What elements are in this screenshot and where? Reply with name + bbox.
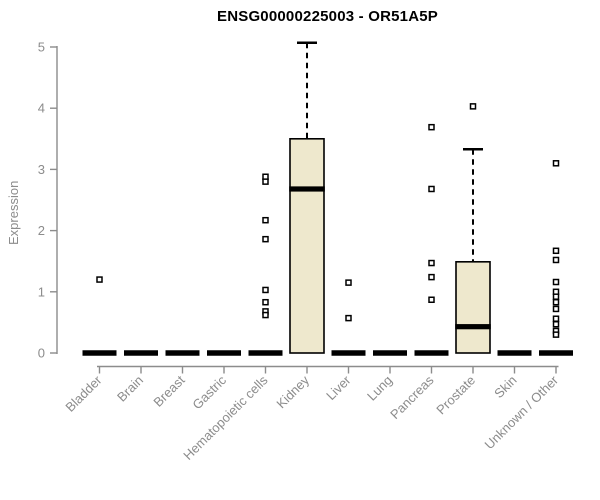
outlier-point [262, 311, 269, 319]
zero-bar [82, 350, 117, 356]
outlier-point [552, 293, 560, 300]
x-category-label: Bladder [62, 372, 105, 415]
x-category-label: Lung [364, 373, 395, 404]
x-category-label: Pancreas [387, 372, 437, 422]
outlier-point [262, 286, 269, 294]
outlier-point [552, 160, 560, 167]
x-category-label: Skin [491, 373, 519, 401]
box-prostate [455, 261, 491, 354]
y-tick-label: 2 [38, 223, 45, 238]
outlier-point [428, 273, 435, 281]
x-category-label: Brain [114, 373, 146, 405]
outlier-point [262, 298, 269, 306]
y-tick-label: 1 [38, 284, 45, 299]
zero-bar [414, 350, 449, 356]
zero-bar [539, 350, 573, 356]
x-category-label: Kidney [273, 372, 312, 411]
outlier-point [428, 185, 435, 193]
outlier-point [552, 298, 560, 306]
x-category-label: Liver [323, 372, 354, 403]
outlier-point [469, 103, 477, 110]
outlier-point [552, 320, 560, 328]
outlier-point [262, 178, 269, 185]
median-line [289, 186, 325, 192]
y-tick-label: 5 [38, 40, 45, 55]
outlier-point [262, 216, 269, 224]
outlier-point [262, 235, 269, 243]
zero-bar [207, 350, 241, 356]
y-tick-label: 4 [38, 101, 45, 116]
zero-bar [331, 350, 366, 356]
median-line [455, 324, 491, 330]
outlier-point [428, 296, 435, 304]
x-category-label: Unknown / Other [482, 372, 562, 452]
outlier-point [552, 331, 560, 338]
outlier-point [552, 315, 560, 322]
outlier-point [428, 259, 435, 267]
outlier-point [96, 276, 103, 283]
zero-bar [497, 350, 532, 356]
x-category-label: Breast [150, 372, 187, 409]
x-category-label: Prostate [433, 373, 478, 418]
zero-bar [248, 350, 283, 356]
y-tick-label: 0 [38, 346, 45, 361]
outlier-point [552, 278, 560, 286]
zero-bar [124, 350, 158, 356]
box-kidney [289, 138, 325, 354]
outlier-point [552, 247, 560, 255]
zero-bar [373, 350, 407, 356]
zero-bar [165, 350, 200, 356]
outlier-point [345, 314, 352, 322]
y-tick-label: 3 [38, 162, 45, 177]
chart-title: ENSG00000225003 - OR51A5P [217, 8, 438, 25]
outlier-point [345, 279, 352, 286]
x-category-label: Gastric [189, 372, 229, 412]
outlier-point [552, 256, 560, 264]
outlier-point [428, 123, 435, 131]
outlier-point [552, 305, 560, 313]
